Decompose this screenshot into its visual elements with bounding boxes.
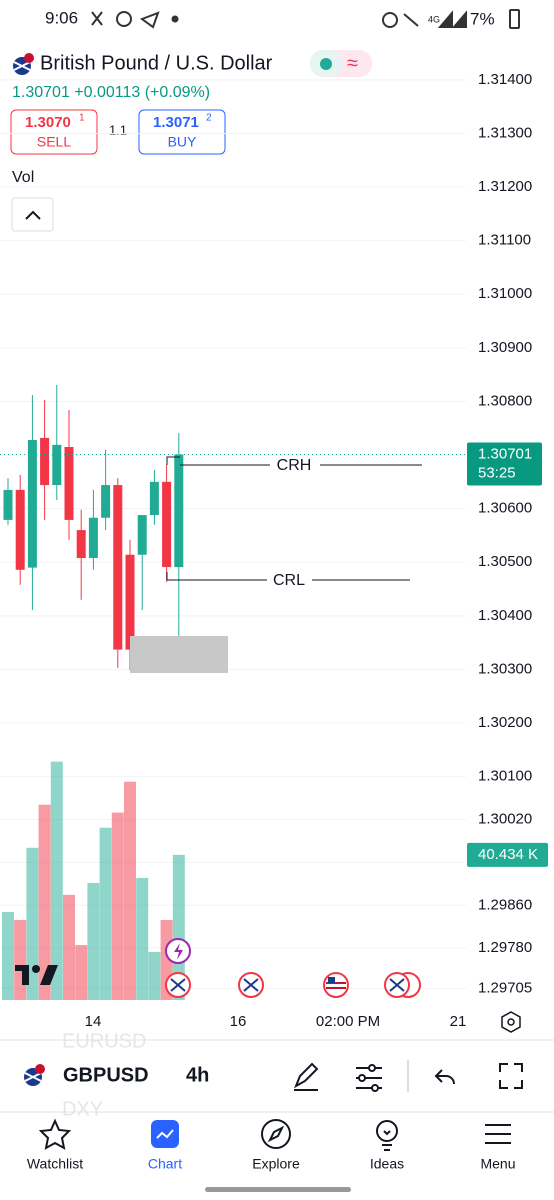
volume-badge <box>467 842 548 867</box>
toolbar-icons[interactable] <box>294 1060 523 1092</box>
annotation-lines <box>166 456 422 581</box>
volume-bar <box>136 877 149 1000</box>
candle-body <box>15 489 25 570</box>
quote: 1.30701 +0.00113 (+0.09%) <box>12 84 210 101</box>
y-tick-label: 1.30900 <box>478 339 532 356</box>
flag <box>13 53 34 75</box>
status-pill: ≈ <box>310 50 372 77</box>
sell-label: SELL <box>37 134 71 150</box>
candle-body <box>40 437 50 486</box>
candle-body <box>52 444 62 486</box>
candle-body <box>101 485 111 518</box>
candle-body <box>76 530 86 558</box>
svg-text:≈: ≈ <box>347 52 358 74</box>
battery: 7% <box>470 9 495 28</box>
symbol-flag <box>24 1064 45 1086</box>
settings-icon[interactable] <box>501 1011 521 1033</box>
network: 4G <box>428 14 440 24</box>
countdown: 53:25 <box>478 464 516 481</box>
buy-box[interactable] <box>138 109 226 155</box>
volume-bar <box>148 951 161 1000</box>
candle-body <box>149 481 159 516</box>
title: British Pound / U.S. Dollar <box>40 52 273 74</box>
y-tick-label: 1.29705 <box>478 979 532 996</box>
volume-bar <box>14 919 27 1000</box>
sell-price: 1.3070 <box>25 114 71 131</box>
y-tick-label: 1.30020 <box>478 811 532 828</box>
candle-body <box>64 447 74 520</box>
status-icons <box>91 9 520 29</box>
volume-bar <box>50 761 63 1000</box>
volume-bar <box>38 804 51 1000</box>
event-icons[interactable] <box>165 938 421 998</box>
y-tick-label: 1.30800 <box>478 392 532 409</box>
last-price-label: 1.30701 <box>478 445 532 462</box>
indicator: Vol <box>12 169 34 186</box>
candle-body <box>162 481 172 568</box>
home-indicator <box>205 1187 351 1192</box>
x-tick-label: 16 <box>230 1013 247 1030</box>
nav-label: Explore <box>252 1156 300 1172</box>
sell-pip: 1 <box>79 113 85 124</box>
buy-label: BUY <box>168 134 197 150</box>
volume-bar <box>63 894 75 1000</box>
y-tick-label: 1.29780 <box>478 939 532 956</box>
y-tick-label: 1.30200 <box>478 714 532 731</box>
candle-body <box>88 517 98 558</box>
y-tick-label: 1.31000 <box>478 285 532 302</box>
y-tick-label: 1.31200 <box>478 178 532 195</box>
candle-body <box>174 454 184 568</box>
volume-bar <box>124 781 136 1000</box>
annotation-label: CRL <box>273 572 305 589</box>
nav-label: Ideas <box>370 1156 404 1172</box>
interval[interactable]: 4h <box>186 1064 209 1086</box>
buy-pip: 2 <box>206 113 212 124</box>
volume-bar <box>87 882 100 1000</box>
zone <box>130 636 228 673</box>
y-tick-label: 1.30100 <box>478 768 532 785</box>
y-tick-label: 1.30400 <box>478 607 532 624</box>
y-tick-label: 1.30600 <box>478 500 532 517</box>
y-tick-label: 1.30500 <box>478 553 532 570</box>
volume-bar <box>111 812 124 1000</box>
candle-body <box>125 554 135 650</box>
y-tick-label: 1.31300 <box>478 124 532 141</box>
x-tick-label: 14 <box>85 1013 102 1030</box>
ghost-symbol: EURUSD <box>62 1030 146 1052</box>
tv-logo <box>15 965 58 985</box>
collapse-button[interactable] <box>11 197 54 232</box>
annotation-label: CRH <box>277 457 312 474</box>
y-tick-label: 1.29860 <box>478 896 532 913</box>
buy-price: 1.3071 <box>153 114 199 131</box>
nav-label: Chart <box>148 1156 182 1172</box>
y-tick-label: 1.31100 <box>478 232 531 249</box>
nav-label: Menu <box>480 1156 515 1172</box>
nav-icons[interactable] <box>38 1118 511 1151</box>
volume-bar <box>2 912 14 1000</box>
time: 9:06 <box>45 8 78 27</box>
x-tick-label: 02:00 PM <box>316 1013 380 1030</box>
nav-label: Watchlist <box>27 1156 83 1172</box>
volume-bar <box>26 847 39 1000</box>
spread: 1.1 <box>109 122 127 137</box>
candle-body <box>27 440 37 568</box>
volume-label: 40.434 K <box>478 846 538 863</box>
last-price-badge <box>467 442 542 486</box>
y-tick-label: 1.30300 <box>478 660 532 677</box>
sell-box[interactable] <box>10 109 98 155</box>
candle-body <box>137 515 147 555</box>
symbol[interactable]: GBPUSD <box>63 1064 149 1086</box>
candle-body <box>3 489 13 520</box>
ghost-symbol: DXY <box>62 1098 103 1120</box>
y-tick-label: 1.31400 <box>478 71 532 88</box>
candle-body <box>113 485 123 650</box>
volume-bar <box>99 827 112 1000</box>
volume-bar <box>75 945 88 1000</box>
x-tick-label: 21 <box>450 1013 467 1030</box>
